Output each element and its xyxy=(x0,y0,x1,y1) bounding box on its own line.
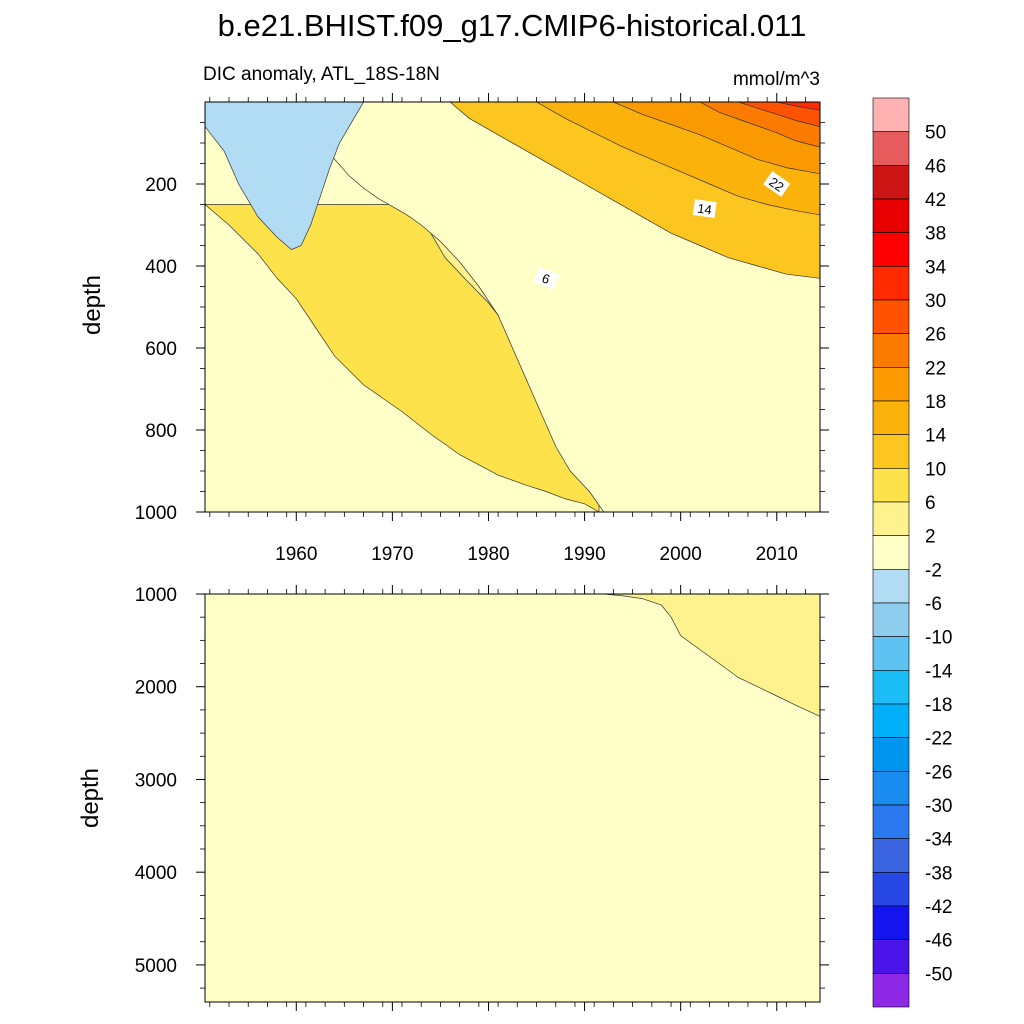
y-tick-label: 600 xyxy=(145,339,177,360)
colorbar-swatch xyxy=(872,501,910,536)
chart-title: b.e21.BHIST.f09_g17.CMIP6-historical.011 xyxy=(218,8,807,43)
colorbar-swatch xyxy=(872,569,910,604)
panel-upper: 1960 1970 1980 1990 2000 2010 200 400 600 800 1000… xyxy=(135,93,829,565)
colorbar: 50 46 42 38 34 30 26 22 18 14 10 6 2 -2 -6 -10 -14 -18 -22… xyxy=(872,97,953,1008)
x-tick-label: 2000 xyxy=(660,544,702,565)
colorbar-label: 2 xyxy=(925,527,936,548)
colorbar-swatch xyxy=(872,636,910,671)
colorbar-swatch xyxy=(872,804,910,839)
colorbar-swatch xyxy=(872,737,910,772)
contour-region xyxy=(776,102,820,111)
x-tick-label: 1960 xyxy=(275,544,317,565)
colorbar-label: 50 xyxy=(925,123,946,144)
y-tick-label: 1000 xyxy=(135,585,177,606)
contour-region xyxy=(603,594,820,717)
units-label: mmol/m^3 xyxy=(733,69,820,90)
colorbar-label: -2 xyxy=(925,560,942,581)
colorbar-label: -50 xyxy=(925,964,952,985)
colorbar-label: 26 xyxy=(925,325,946,346)
contour-label-text: 6 xyxy=(540,270,552,287)
colorbar-label: 38 xyxy=(925,224,946,245)
colorbar-label: 10 xyxy=(925,459,946,480)
contour-label-box xyxy=(533,267,560,290)
y-tick-label: 2000 xyxy=(135,678,177,699)
y-axis-label-upper: depth xyxy=(79,275,106,335)
colorbar-label: 34 xyxy=(925,257,947,278)
x-tick-label: 1980 xyxy=(467,544,509,565)
colorbar-swatch xyxy=(872,165,910,200)
colorbar-swatch xyxy=(872,535,910,570)
colorbar-label: -42 xyxy=(925,897,952,918)
colorbar-swatch xyxy=(872,131,910,166)
colorbar-label: -46 xyxy=(925,931,952,952)
contour-fill-lower xyxy=(205,594,820,1002)
contour-label: 6 xyxy=(533,267,560,290)
colorbar-label: -18 xyxy=(925,695,952,716)
plot-frame-lower xyxy=(204,593,821,1003)
x-tick-label: 2010 xyxy=(756,544,798,565)
y-tick-label: 4000 xyxy=(135,863,177,884)
colorbar-label: -6 xyxy=(925,594,942,615)
x-tick-label: 1990 xyxy=(563,544,605,565)
contour-label: 22 xyxy=(763,171,791,197)
y-axis-label-lower: depth xyxy=(77,768,104,828)
colorbar-label: -30 xyxy=(925,796,952,817)
colorbar-swatch xyxy=(872,703,910,738)
colorbar-swatch xyxy=(872,939,910,974)
colorbar-swatch xyxy=(872,670,910,705)
colorbar-swatch xyxy=(872,232,910,267)
colorbar-swatch xyxy=(872,367,910,402)
contour-label: 14 xyxy=(692,199,717,219)
y-tick-label: 400 xyxy=(145,257,177,278)
colorbar-label: 14 xyxy=(925,426,947,447)
y-tick-label: 5000 xyxy=(135,956,177,977)
colorbar-swatch xyxy=(872,266,910,301)
contour-label-box xyxy=(763,171,791,197)
chart-subtitle: DIC anomaly, ATL_18S-18N xyxy=(203,64,440,85)
y-tick-label: 200 xyxy=(145,175,177,196)
colorbar-swatch xyxy=(872,771,910,806)
y-tick-label: 1000 xyxy=(135,503,177,524)
colorbar-label: 22 xyxy=(925,358,946,379)
colorbar-swatch xyxy=(872,905,910,940)
contour-label-box xyxy=(692,199,717,219)
colorbar-swatch xyxy=(872,468,910,503)
colorbar-label: -10 xyxy=(925,628,952,649)
colorbar-label: 18 xyxy=(925,392,946,413)
x-tick-label: 1970 xyxy=(371,544,413,565)
colorbar-swatch xyxy=(872,973,910,1008)
colorbar-label: -14 xyxy=(925,661,953,682)
contour-label-text: 22 xyxy=(766,174,786,195)
colorbar-swatch xyxy=(872,299,910,334)
colorbar-swatch xyxy=(872,97,910,132)
contour-region xyxy=(205,102,820,251)
colorbar-label: -38 xyxy=(925,863,952,884)
colorbar-swatch xyxy=(872,602,910,637)
colorbar-label: 42 xyxy=(925,190,946,211)
y-tick-label: 800 xyxy=(145,421,177,442)
colorbar-swatch xyxy=(872,838,910,873)
colorbar-label: 46 xyxy=(925,156,946,177)
contour-fill-upper xyxy=(205,102,820,512)
contour-region xyxy=(738,102,820,127)
colorbar-swatch xyxy=(872,198,910,233)
colorbar-label: -26 xyxy=(925,762,952,783)
colorbar-swatch xyxy=(872,434,910,469)
panel-lower: 1000 2000 3000 4000 5000 xyxy=(135,585,829,1011)
y-tick-label: 3000 xyxy=(135,770,177,791)
colorbar-label: -22 xyxy=(925,729,952,750)
colorbar-label: -34 xyxy=(925,830,953,851)
colorbar-swatch xyxy=(872,872,910,907)
colorbar-swatch xyxy=(872,333,910,368)
colorbar-swatch xyxy=(872,400,910,435)
colorbar-label: 6 xyxy=(925,493,936,514)
contour-label-text: 14 xyxy=(696,201,712,218)
colorbar-label: 30 xyxy=(925,291,946,312)
plot-area: 1960 1970 1980 1990 2000 2010 200 400 600 800 1000… xyxy=(135,93,829,1011)
